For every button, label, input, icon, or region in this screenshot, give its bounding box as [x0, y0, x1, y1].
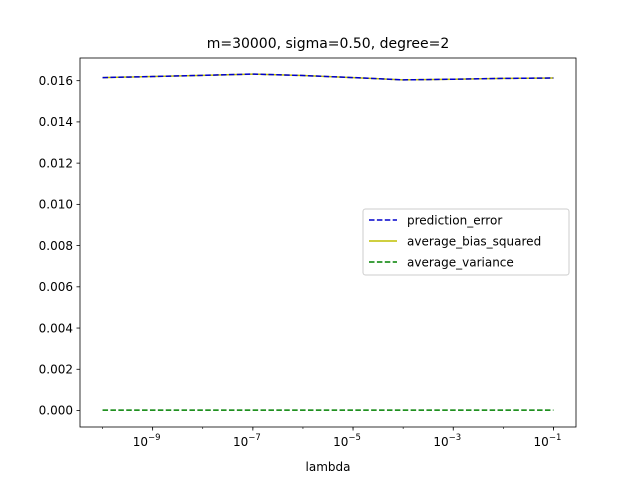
legend-box — [362, 208, 570, 276]
x-tick-label: 10−9 — [133, 433, 161, 449]
plot-area — [102, 73, 554, 411]
x-axis-label: lambda — [306, 460, 351, 474]
y-tick-label: 0.008 — [39, 239, 73, 253]
legend: prediction_error average_bias_squaredaver… — [362, 208, 570, 276]
y-tick-label: 0.016 — [39, 74, 73, 88]
y-tick-label: 0.010 — [39, 198, 73, 212]
y-tick-label: 0.012 — [39, 156, 73, 170]
series-line-prediction_error — [102, 73, 554, 81]
x-tick-label: 10−7 — [233, 433, 261, 449]
legend-label-average_bias_squared: average_bias_squared — [407, 234, 541, 248]
y-tick-label: 0.000 — [39, 404, 73, 418]
chart-title: m=30000, sigma=0.50, degree=2 — [207, 36, 450, 52]
legend-label-average_variance: average_variance — [407, 255, 514, 269]
x-tick-label: 10−1 — [534, 433, 562, 449]
legend-label-prediction_error: prediction_error — [407, 213, 502, 227]
y-tick-label: 0.014 — [39, 115, 73, 129]
x-tick-label: 10−3 — [433, 433, 461, 449]
y-tick-label: 0.006 — [39, 280, 73, 294]
axes-frame — [79, 57, 577, 428]
x-tick-label: 10−5 — [333, 433, 361, 449]
y-tick-label: 0.004 — [39, 321, 73, 335]
axes: 0.000 0.002 0.004 0.006 0.008 0.010 0.012 0.014… — [39, 57, 577, 449]
y-tick-label: 0.002 — [39, 362, 73, 376]
